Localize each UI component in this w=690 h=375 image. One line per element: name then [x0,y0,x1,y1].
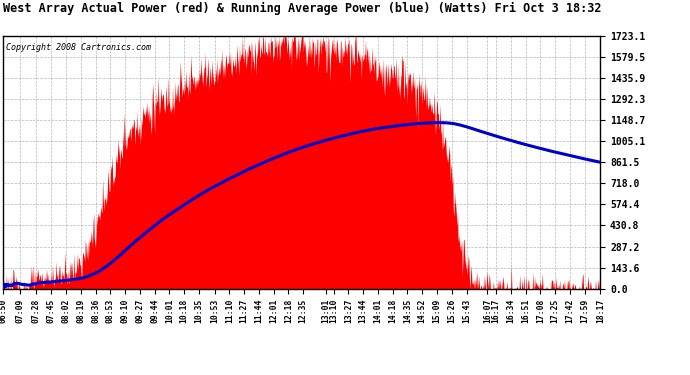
Text: Copyright 2008 Cartronics.com: Copyright 2008 Cartronics.com [6,43,151,52]
Text: West Array Actual Power (red) & Running Average Power (blue) (Watts) Fri Oct 3 1: West Array Actual Power (red) & Running … [3,2,602,15]
